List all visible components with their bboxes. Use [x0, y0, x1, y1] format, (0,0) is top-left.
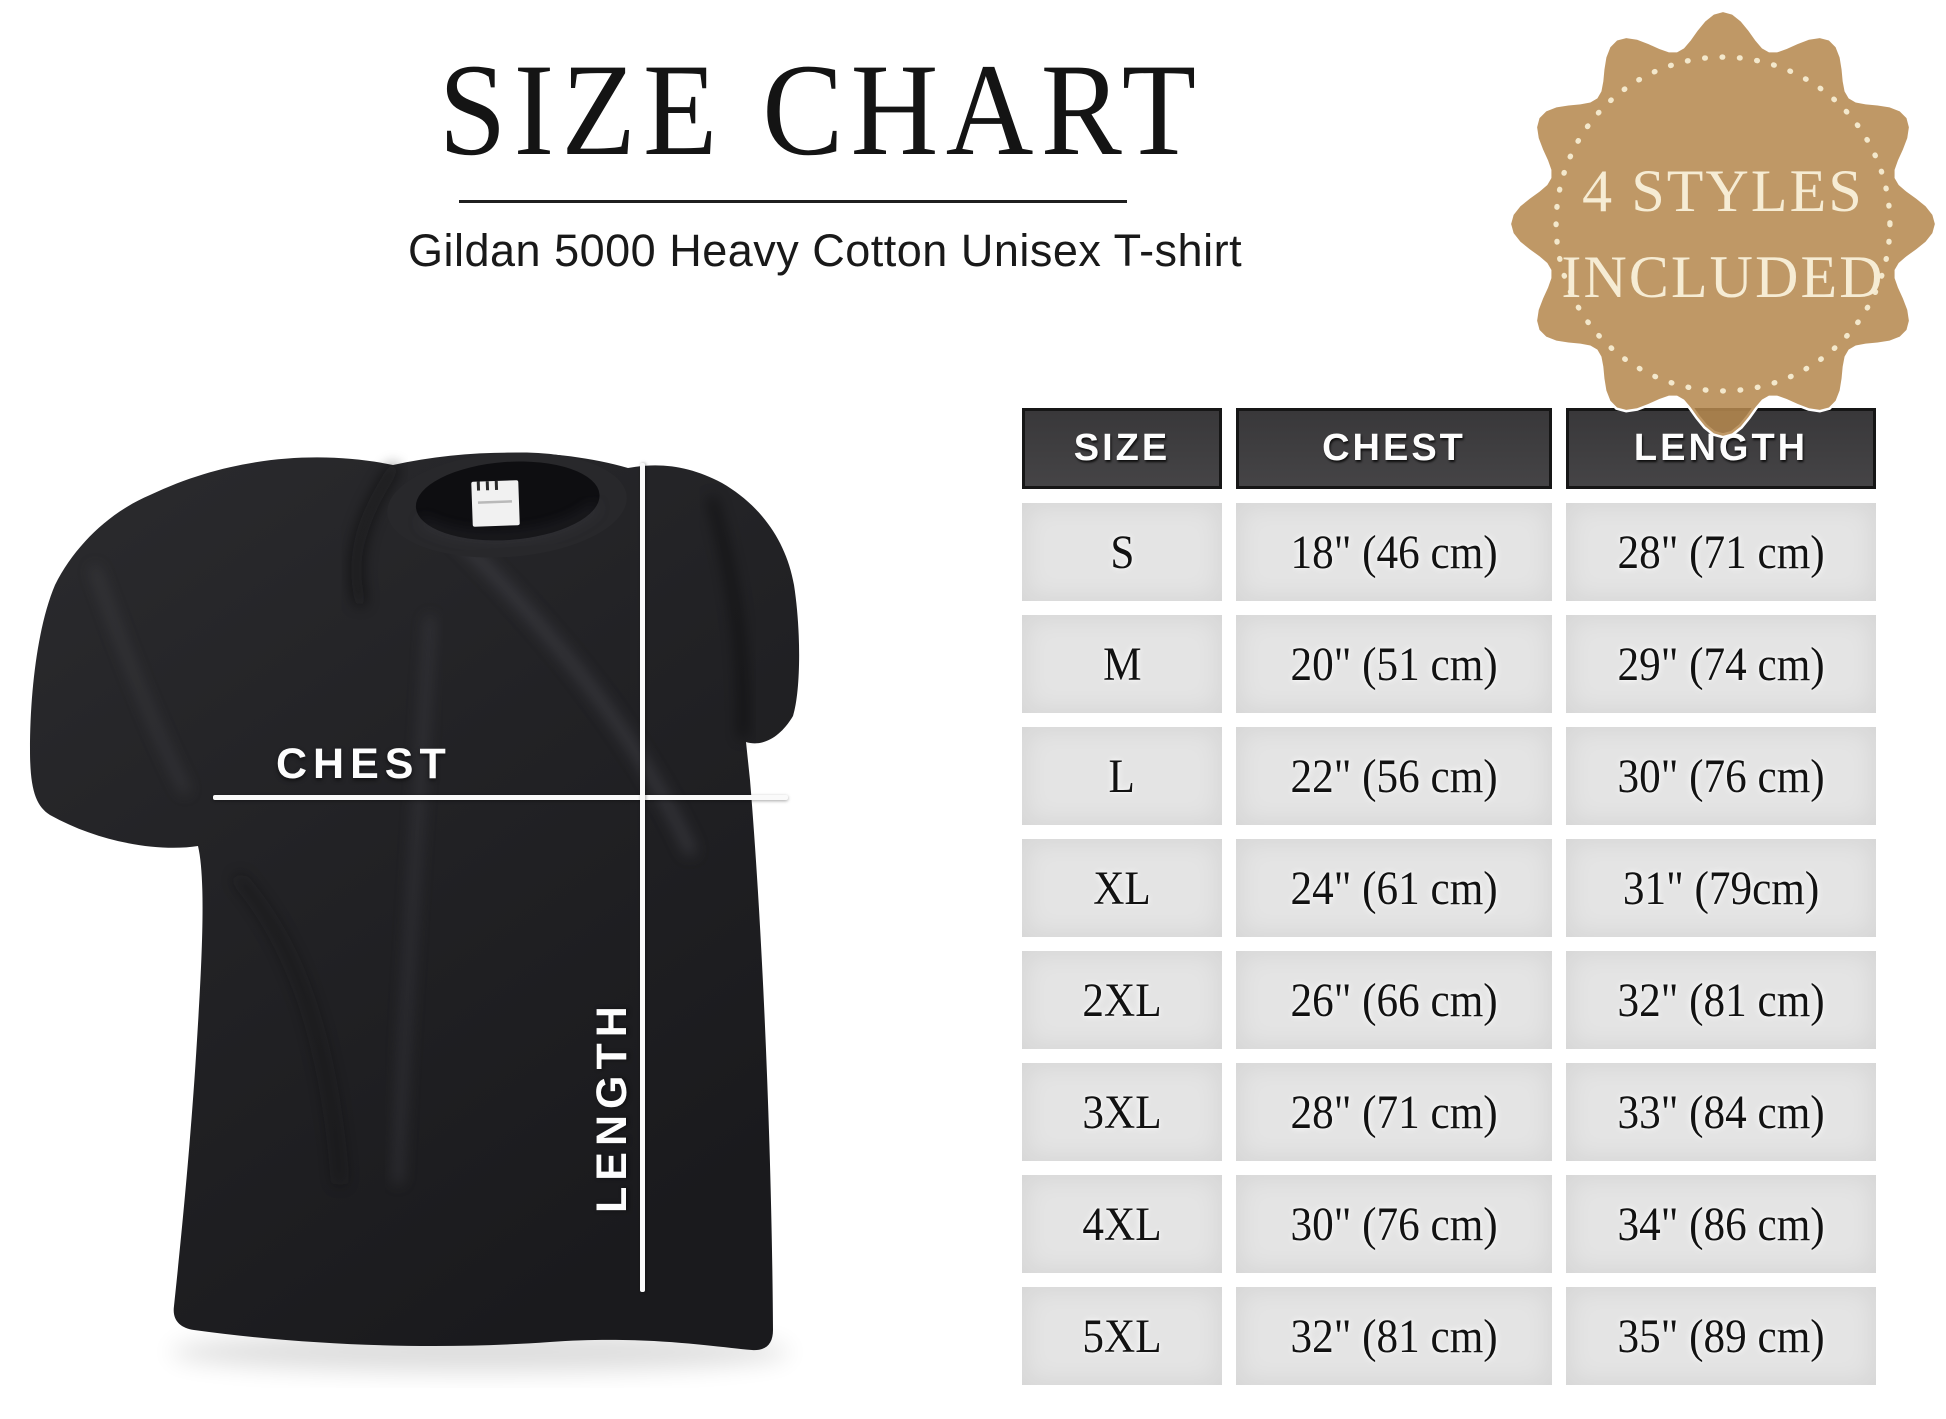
wrinkle-shadow [350, 464, 399, 606]
badge-text-line1: 4 STYLES [1582, 158, 1864, 224]
page-subtitle: Gildan 5000 Heavy Cotton Unisex T-shirt [408, 224, 1243, 276]
table-row-2xl-size: 2XL [1022, 951, 1222, 1049]
table-row-xl-size: XL [1022, 839, 1222, 937]
table-row-m-chest: 20" (51 cm) [1236, 615, 1552, 713]
table-row-xl-chest: 24" (61 cm) [1236, 839, 1552, 937]
table-row-3xl-length: 33" (84 cm) [1566, 1063, 1876, 1161]
table-row-5xl-size: 5XL [1022, 1287, 1222, 1385]
title-divider [459, 199, 1127, 203]
column-header-chest: CHEST [1236, 408, 1552, 489]
wrinkle-highlight [449, 529, 696, 856]
chest-measure-line [213, 795, 788, 800]
table-row-xl-length: 31" (79cm) [1566, 839, 1876, 937]
column-header-size: SIZE [1022, 408, 1222, 489]
neck-label [471, 480, 520, 527]
collar-rim-highlight [419, 504, 598, 540]
wrinkle-shadow [235, 875, 345, 1185]
styles-badge: 4 STYLES INCLUDED [1509, 10, 1937, 438]
page-title: SIZE CHART [438, 36, 1204, 183]
badge-text-line2: INCLUDED [1561, 244, 1884, 310]
size-table: SIZE CHEST LENGTH S 18" (46 cm) 28" (71 … [1022, 408, 1876, 1385]
table-row-s-length: 28" (71 cm) [1566, 503, 1876, 601]
table-row-l-chest: 22" (56 cm) [1236, 727, 1552, 825]
wrinkle-highlight [393, 615, 435, 1185]
table-row-m-size: M [1022, 615, 1222, 713]
table-row-4xl-size: 4XL [1022, 1175, 1222, 1273]
table-row-m-length: 29" (74 cm) [1566, 615, 1876, 713]
badge-seal-shape [1509, 10, 1937, 438]
table-row-2xl-length: 32" (81 cm) [1566, 951, 1876, 1049]
length-measure-label: LENGTH [588, 1000, 636, 1213]
table-row-3xl-size: 3XL [1022, 1063, 1222, 1161]
table-row-4xl-chest: 30" (76 cm) [1236, 1175, 1552, 1273]
wrinkle-highlight [90, 565, 190, 795]
label-print [477, 500, 512, 504]
table-row-l-size: L [1022, 727, 1222, 825]
table-row-5xl-length: 35" (89 cm) [1566, 1287, 1876, 1385]
table-row-2xl-chest: 26" (66 cm) [1236, 951, 1552, 1049]
table-row-3xl-chest: 28" (71 cm) [1236, 1063, 1552, 1161]
badge-dotted-ring [1553, 54, 1893, 394]
heading-block: SIZE CHART Gildan 5000 Heavy Cotton Unis… [408, 36, 1243, 277]
table-row-s-size: S [1022, 503, 1222, 601]
table-row-5xl-chest: 32" (81 cm) [1236, 1287, 1552, 1385]
wrinkle-shadow [708, 496, 747, 739]
table-row-l-length: 30" (76 cm) [1566, 727, 1876, 825]
length-measure-line [640, 463, 645, 1292]
chest-measure-label: CHEST [276, 740, 452, 788]
table-row-s-chest: 18" (46 cm) [1236, 503, 1552, 601]
table-row-4xl-length: 34" (86 cm) [1566, 1175, 1876, 1273]
